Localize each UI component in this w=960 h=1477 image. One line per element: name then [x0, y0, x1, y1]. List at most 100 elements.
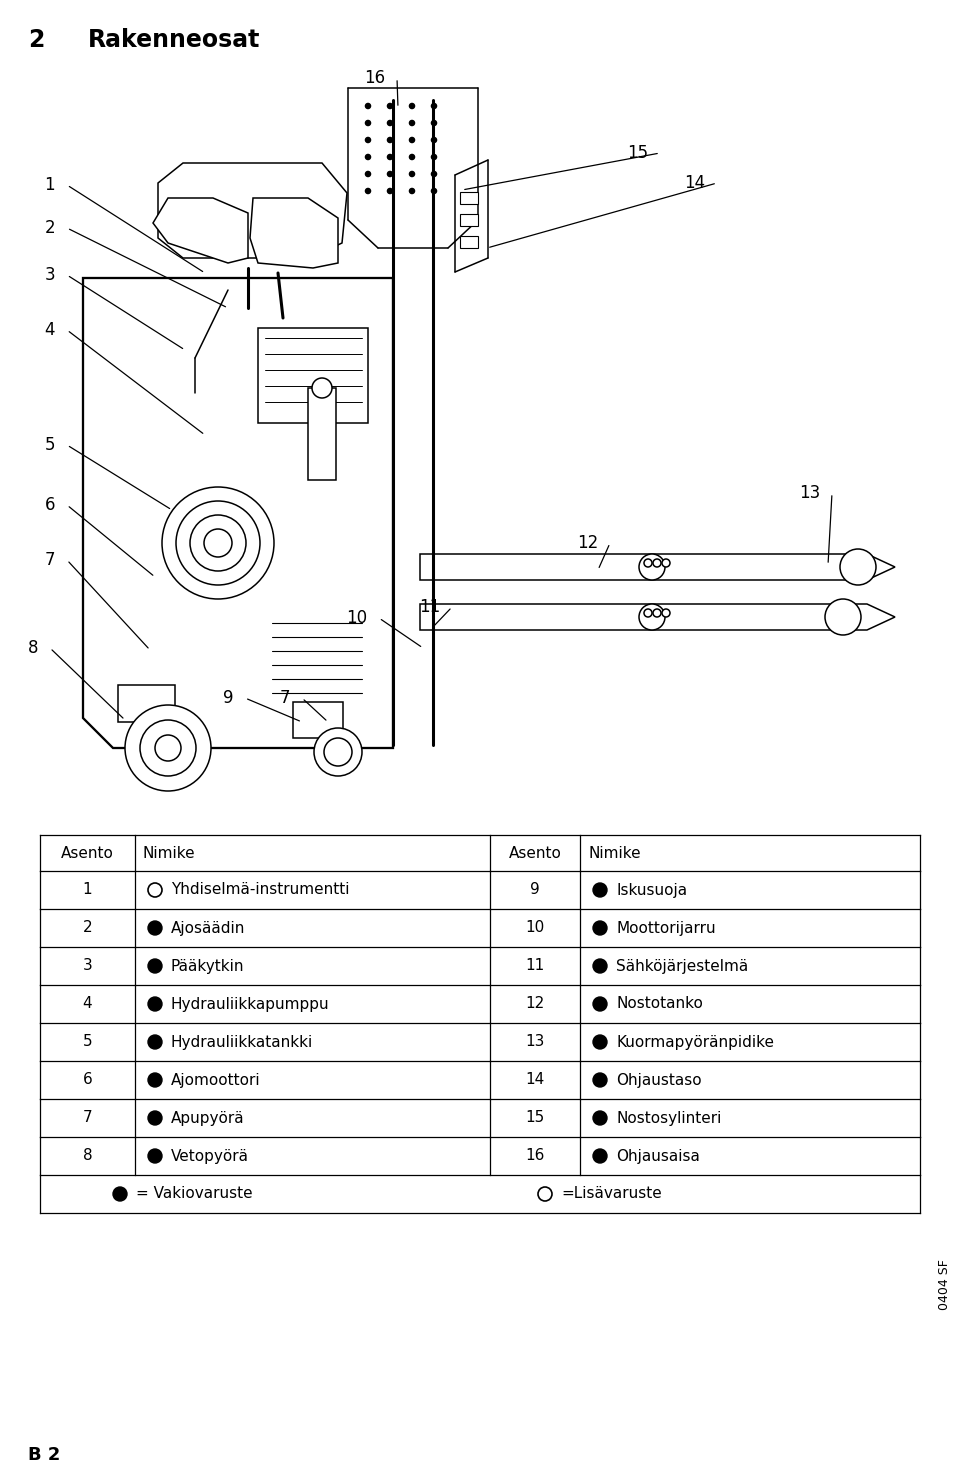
Text: 6: 6 [83, 1072, 92, 1087]
Text: B 2: B 2 [28, 1446, 60, 1464]
Text: =Lisävaruste: =Lisävaruste [561, 1186, 661, 1201]
Polygon shape [420, 554, 895, 580]
Text: Ajomoottori: Ajomoottori [171, 1072, 260, 1087]
Circle shape [388, 171, 393, 176]
Circle shape [593, 959, 607, 973]
Circle shape [148, 997, 162, 1010]
Text: Kuormapyöränpidike: Kuormapyöränpidike [616, 1034, 774, 1050]
Text: 15: 15 [525, 1111, 544, 1125]
Text: 13: 13 [525, 1034, 544, 1050]
Text: Nostosylinteri: Nostosylinteri [616, 1111, 721, 1125]
Text: 11: 11 [525, 959, 544, 973]
Circle shape [662, 609, 670, 617]
Text: 8: 8 [28, 640, 38, 657]
Text: 8: 8 [83, 1149, 92, 1164]
Circle shape [410, 121, 415, 126]
Polygon shape [83, 278, 393, 747]
Circle shape [148, 883, 162, 897]
Polygon shape [460, 214, 478, 226]
Circle shape [410, 137, 415, 142]
Text: 10: 10 [346, 609, 367, 628]
Text: Ajosäädin: Ajosäädin [171, 920, 246, 935]
Text: 2: 2 [83, 920, 92, 935]
Text: Yhdiselmä-instrumentti: Yhdiselmä-instrumentti [171, 882, 349, 898]
Circle shape [538, 1188, 552, 1201]
Circle shape [148, 1035, 162, 1049]
Circle shape [148, 1111, 162, 1125]
Circle shape [366, 189, 371, 193]
Circle shape [653, 558, 661, 567]
Circle shape [825, 600, 861, 635]
Text: Moottorijarru: Moottorijarru [616, 920, 715, 935]
Text: 13: 13 [799, 484, 820, 502]
Text: 2: 2 [28, 28, 44, 52]
Circle shape [593, 1111, 607, 1125]
Text: 14: 14 [684, 174, 705, 192]
Circle shape [366, 137, 371, 142]
Circle shape [155, 736, 181, 761]
Text: 10: 10 [525, 920, 544, 935]
Text: Hydrauliikkapumppu: Hydrauliikkapumppu [171, 997, 329, 1012]
Text: 6: 6 [44, 496, 55, 514]
Circle shape [366, 171, 371, 176]
Text: Sähköjärjestelmä: Sähköjärjestelmä [616, 959, 748, 973]
Polygon shape [460, 236, 478, 248]
Text: 16: 16 [525, 1149, 544, 1164]
Text: 15: 15 [627, 143, 648, 162]
Circle shape [125, 705, 211, 792]
Circle shape [410, 155, 415, 160]
Circle shape [644, 558, 652, 567]
Polygon shape [158, 162, 347, 258]
Text: 9: 9 [530, 882, 540, 898]
Text: 1: 1 [44, 176, 55, 193]
Polygon shape [420, 604, 895, 631]
Text: 12: 12 [577, 535, 598, 552]
Circle shape [113, 1188, 127, 1201]
Text: 4: 4 [44, 321, 55, 340]
Text: 5: 5 [83, 1034, 92, 1050]
Text: Rakenneosat: Rakenneosat [88, 28, 260, 52]
Circle shape [593, 1072, 607, 1087]
Circle shape [366, 103, 371, 108]
Circle shape [410, 103, 415, 108]
Text: 9: 9 [223, 688, 233, 707]
Circle shape [431, 103, 437, 108]
Circle shape [410, 189, 415, 193]
Text: 14: 14 [525, 1072, 544, 1087]
Circle shape [162, 487, 274, 600]
Circle shape [140, 719, 196, 775]
Polygon shape [118, 685, 175, 722]
Text: 7: 7 [83, 1111, 92, 1125]
Circle shape [431, 155, 437, 160]
Text: Iskusuoja: Iskusuoja [616, 882, 687, 898]
Text: 4: 4 [83, 997, 92, 1012]
Polygon shape [153, 198, 248, 263]
Circle shape [314, 728, 362, 775]
Circle shape [593, 997, 607, 1010]
Circle shape [639, 604, 665, 631]
Text: 0404 SF: 0404 SF [939, 1258, 951, 1310]
Circle shape [653, 609, 661, 617]
Circle shape [312, 378, 332, 397]
Polygon shape [258, 328, 368, 422]
Text: 2: 2 [44, 219, 55, 236]
Text: Hydrauliikkatankki: Hydrauliikkatankki [171, 1034, 313, 1050]
Circle shape [148, 1072, 162, 1087]
Circle shape [148, 922, 162, 935]
Circle shape [593, 1035, 607, 1049]
Text: Ohjaustaso: Ohjaustaso [616, 1072, 702, 1087]
Circle shape [388, 103, 393, 108]
Circle shape [431, 121, 437, 126]
Circle shape [388, 121, 393, 126]
Circle shape [176, 501, 260, 585]
Circle shape [388, 137, 393, 142]
Text: Nimike: Nimike [588, 845, 640, 861]
Text: Apupyörä: Apupyörä [171, 1111, 245, 1125]
Circle shape [324, 738, 352, 767]
Text: 12: 12 [525, 997, 544, 1012]
Text: 7: 7 [279, 688, 290, 707]
Circle shape [593, 922, 607, 935]
Text: = Vakiovaruste: = Vakiovaruste [136, 1186, 252, 1201]
Text: Nostotanko: Nostotanko [616, 997, 703, 1012]
Text: Nimike: Nimike [143, 845, 196, 861]
